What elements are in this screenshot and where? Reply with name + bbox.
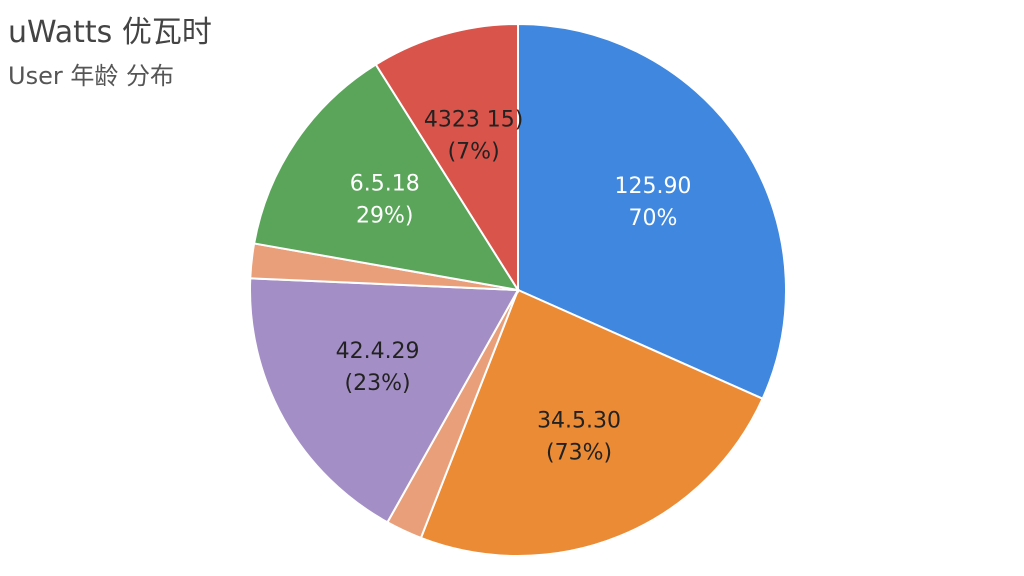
chart-subtitle: User 年龄 分布 [8,62,174,90]
data-label: 42.4.29 [336,339,420,364]
pie-slice [517,22,787,401]
chart-title: uWatts 优瓦时 [8,15,212,50]
pie-slice [374,22,519,294]
pie-slice [419,288,764,557]
data-label: 29%) [356,204,413,229]
data-label: 4323 15) [424,108,524,133]
pie-slice [249,277,520,524]
data-label: (7%) [448,140,500,165]
data-label: (23%) [345,371,411,396]
data-label: (73%) [546,441,612,466]
data-label: 125.90 [614,174,691,199]
data-label: 34.5.30 [537,409,621,434]
pie-slice [252,63,521,292]
data-label: 6.5.18 [350,172,420,197]
data-label: 70% [628,206,677,231]
